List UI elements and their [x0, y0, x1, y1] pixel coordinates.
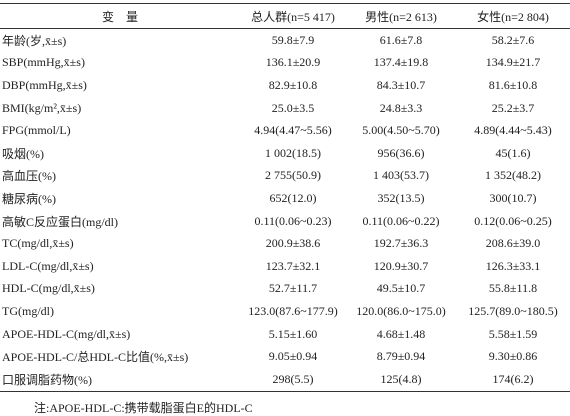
cell: 200.9±38.6: [265, 236, 321, 251]
cell: 84.3±10.7: [376, 77, 426, 92]
cell: 208.6±39.0: [485, 236, 541, 251]
table-row: TG(mg/dl) 123.0(87.6~177.9) 120.0(86.0~175…: [0, 300, 570, 323]
cell: 1 403(53.7): [373, 168, 429, 183]
cell: 5.15±1.60: [268, 326, 318, 341]
table-row: 年龄(岁,x̄±s) 59.8±7.9 61.6±7.8 58.2±7.6: [0, 29, 570, 52]
cell: 4.89(4.44~5.43): [474, 123, 552, 138]
cell: 5.58±1.59: [488, 326, 538, 341]
row-label: SBP(mmHg,x̄±s): [2, 55, 85, 70]
table-body: 年龄(岁,x̄±s) 59.8±7.9 61.6±7.8 58.2±7.6 SBP(mm…: [0, 29, 570, 391]
cell: 0.11(0.06~0.22): [362, 213, 440, 228]
header-cell: 女性(n=2 804): [477, 9, 549, 24]
row-label: 年龄(岁,x̄±s): [2, 33, 67, 48]
header-cell: 变 量: [101, 9, 138, 24]
row-label: 吸烟(%): [2, 146, 44, 161]
cell: 59.8±7.9: [271, 32, 315, 47]
table-row: BMI(kg/m²,x̄±s) 25.0±3.5 24.8±3.3 25.2±3.7: [0, 97, 570, 120]
table-row: LDL-C(mg/dl,x̄±s) 123.7±32.1 120.9±30.7 126…: [0, 255, 570, 278]
cell: 0.11(0.06~0.23): [254, 213, 332, 228]
data-table: 变 量 总人群(n=5 417) 男性(n=2 613) 女性(n=2 804) 年龄…: [0, 3, 570, 392]
cell: 82.9±10.8: [268, 77, 318, 92]
header-row: 变 量 总人群(n=5 417) 男性(n=2 613) 女性(n=2 804): [0, 3, 570, 29]
cell: 300(10.7): [489, 190, 537, 205]
table-row: APOE-HDL-C(mg/dl,x̄±s) 5.15±1.60 4.68±1.48…: [0, 323, 570, 346]
header-cell: 总人群(n=5 417): [251, 9, 335, 24]
row-label: LDL-C(mg/dl,x̄±s): [2, 258, 94, 273]
cell: 134.9±21.7: [485, 55, 541, 70]
row-label: HDL-C(mg/dl,x̄±s): [2, 281, 95, 296]
cell: 1 352(48.2): [485, 168, 541, 183]
table-row: APOE-HDL-C/总HDL-C比值(%,x̄±s) 9.05±0.94 8.79…: [0, 345, 570, 368]
row-label: APOE-HDL-C/总HDL-C比值(%,x̄±s): [2, 350, 189, 365]
cell: 352(13.5): [377, 190, 425, 205]
cell: 8.79±0.94: [376, 349, 426, 364]
header-cell: 男性(n=2 613): [365, 9, 437, 24]
cell: 120.0(86.0~175.0): [356, 303, 446, 318]
cell: 4.68±1.48: [376, 326, 426, 341]
cell: 4.94(4.47~5.56): [254, 123, 332, 138]
row-label: APOE-HDL-C(mg/dl,x̄±s): [2, 326, 131, 341]
cell: 9.05±0.94: [268, 349, 318, 364]
cell: 192.7±36.3: [373, 236, 429, 251]
cell: 137.4±19.8: [373, 55, 429, 70]
table-row: FPG(mmol/L) 4.94(4.47~5.56) 5.00(4.50~5.70…: [0, 119, 570, 142]
table-row: TC(mg/dl,x̄±s) 200.9±38.6 192.7±36.3 208.6±…: [0, 232, 570, 255]
cell: 174(6.2): [492, 371, 534, 386]
table-row: 吸烟(%) 1 002(18.5) 956(36.6) 45(1.6): [0, 142, 570, 165]
cell: 5.00(4.50~5.70): [362, 123, 440, 138]
cell: 136.1±20.9: [265, 55, 321, 70]
row-label: 糖尿病(%): [2, 191, 56, 206]
table-row: 高敏C反应蛋白(mg/dl) 0.11(0.06~0.23) 0.11(0.06~0…: [0, 210, 570, 233]
cell: 58.2±7.6: [491, 32, 535, 47]
cell: 45(1.6): [495, 145, 531, 160]
row-label: 高血压(%): [2, 169, 56, 184]
table-row: SBP(mmHg,x̄±s) 136.1±20.9 137.4±19.8 134.9±…: [0, 52, 570, 75]
row-label: DBP(mmHg,x̄±s): [2, 77, 87, 92]
table-row: DBP(mmHg,x̄±s) 82.9±10.8 84.3±10.7 81.6±10.…: [0, 74, 570, 97]
cell: 125(4.8): [380, 371, 422, 386]
row-label: 高敏C反应蛋白(mg/dl): [2, 214, 118, 229]
cell: 123.0(87.6~177.9): [248, 303, 338, 318]
cell: 123.7±32.1: [265, 258, 321, 273]
cell: 652(12.0): [269, 190, 317, 205]
cell: 61.6±7.8: [379, 32, 423, 47]
table-row: HDL-C(mg/dl,x̄±s) 52.7±11.7 49.5±10.7 55.8±…: [0, 278, 570, 301]
cell: 126.3±33.1: [485, 258, 541, 273]
row-label: FPG(mmol/L): [2, 123, 71, 138]
cell: 25.2±3.7: [491, 100, 535, 115]
row-label: BMI(kg/m²,x̄±s): [2, 100, 82, 115]
cell: 9.30±0.86: [488, 349, 538, 364]
cell: 24.8±3.3: [379, 100, 423, 115]
row-label: 口服调脂药物(%): [2, 372, 92, 387]
cell: 0.12(0.06~0.25): [474, 213, 552, 228]
cell: 2 755(50.9): [265, 168, 321, 183]
cell: 55.8±11.8: [488, 281, 538, 296]
cell: 25.0±3.5: [271, 100, 315, 115]
cell: 120.9±30.7: [373, 258, 429, 273]
table-row: 高血压(%) 2 755(50.9) 1 403(53.7) 1 352(48.2): [0, 165, 570, 188]
cell: 49.5±10.7: [376, 281, 426, 296]
cell: 52.7±11.7: [268, 281, 318, 296]
cell: 125.7(89.0~180.5): [468, 303, 558, 318]
table-row: 糖尿病(%) 652(12.0) 352(13.5) 300(10.7): [0, 187, 570, 210]
cell: 956(36.6): [377, 145, 425, 160]
cell: 298(5.5): [272, 371, 314, 386]
cell: 81.6±10.8: [488, 77, 538, 92]
footnote: 注:APOE-HDL-C:携带载脂蛋白E的HDL-C: [34, 401, 253, 415]
row-label: TG(mg/dl): [2, 303, 54, 318]
row-label: TC(mg/dl,x̄±s): [2, 236, 74, 251]
cell: 1 002(18.5): [265, 145, 321, 160]
table-row: 口服调脂药物(%) 298(5.5) 125(4.8) 174(6.2): [0, 368, 570, 391]
